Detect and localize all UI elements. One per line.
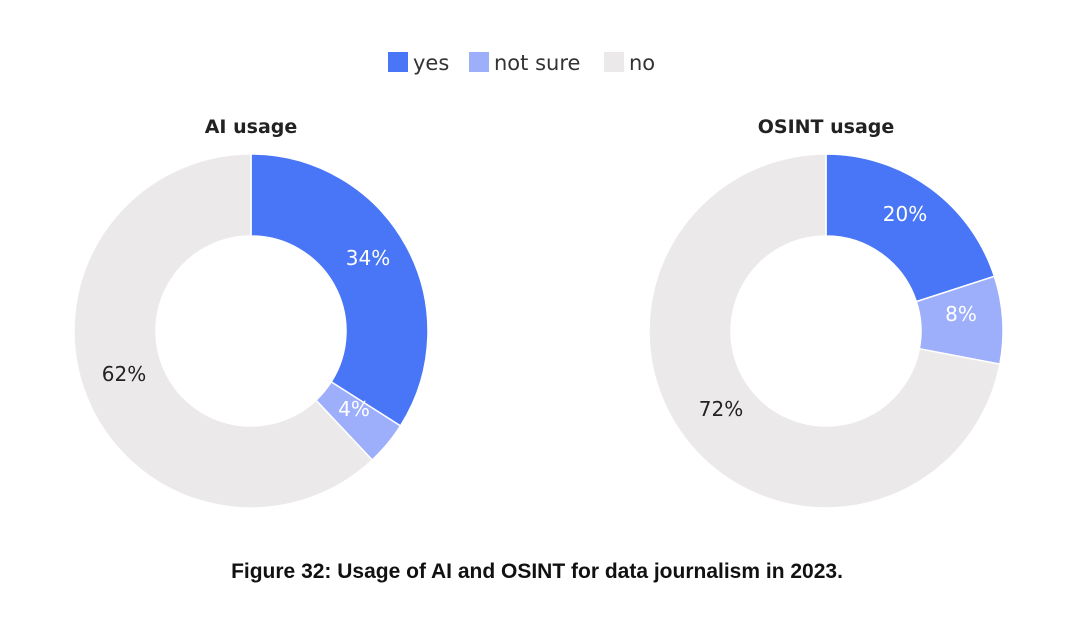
slice-yes <box>250 153 429 427</box>
slice-label-yes: 34% <box>346 246 390 270</box>
legend-label-yes: yes <box>413 51 449 75</box>
chart-title: OSINT usage <box>758 116 895 138</box>
legend-item-no: no <box>604 51 655 75</box>
figure-caption: Figure 32: Usage of AI and OSINT for dat… <box>231 560 843 583</box>
legend-swatch-not-sure <box>469 52 489 72</box>
legend-swatch-no <box>604 52 624 72</box>
legend-item-yes: yes <box>388 51 449 75</box>
legend-item-not-sure: not sure <box>469 51 580 75</box>
slice-label-no: 72% <box>699 397 743 421</box>
osint-usage-donut: OSINT usage 20% 8% 72% <box>648 116 1004 509</box>
legend-label-no: no <box>629 51 655 75</box>
slice-no <box>73 153 374 509</box>
legend-swatch-yes <box>388 52 408 72</box>
slice-label-yes: 20% <box>883 202 927 226</box>
slice-yes <box>825 153 996 303</box>
slice-label-not-sure: 4% <box>338 397 370 421</box>
legend-label-not-sure: not sure <box>494 51 580 75</box>
legend: yes not sure no <box>388 51 655 75</box>
slice-no <box>648 153 1001 509</box>
slice-label-not-sure: 8% <box>945 302 977 326</box>
chart-title: AI usage <box>205 116 298 138</box>
slice-label-no: 62% <box>102 362 146 386</box>
ai-usage-donut: AI usage 34% 4% 62% <box>73 116 429 509</box>
